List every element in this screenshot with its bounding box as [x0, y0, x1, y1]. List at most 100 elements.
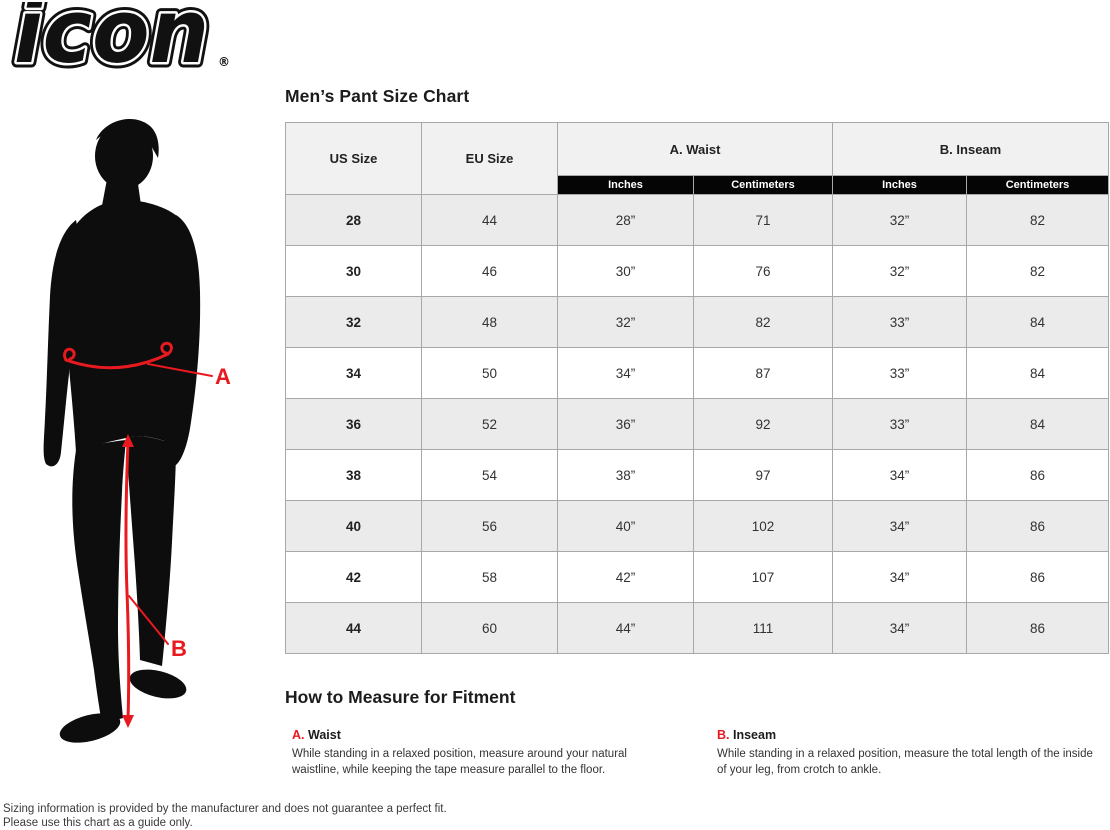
cell-us-size: 44 — [285, 602, 422, 654]
measurement-figure: A B — [28, 112, 233, 772]
cell-eu-size: 48 — [421, 296, 558, 348]
waist-label-a: A — [215, 364, 231, 389]
cell-eu-size: 54 — [421, 449, 558, 501]
table-row: 38 54 38” 97 34” 86 — [285, 449, 1110, 501]
col-header-inseam: B. Inseam — [831, 122, 1110, 176]
cell-waist-cm: 82 — [693, 296, 833, 348]
cell-waist-cm: 102 — [693, 500, 833, 552]
cell-waist-in: 40” — [557, 500, 694, 552]
cell-eu-size: 50 — [421, 347, 558, 399]
cell-inseam-cm: 86 — [965, 551, 1110, 603]
cell-waist-in: 42” — [557, 551, 694, 603]
cell-eu-size: 46 — [421, 245, 558, 297]
cell-waist-cm: 111 — [693, 602, 833, 654]
inseam-label-b: B — [171, 636, 187, 661]
how-to-measure-section: How to Measure for Fitment A. Waist Whil… — [285, 687, 1108, 779]
cell-us-size: 28 — [285, 194, 422, 246]
measure-instruction-waist: A. Waist While standing in a relaxed pos… — [285, 728, 717, 779]
cell-inseam-cm: 82 — [965, 194, 1110, 246]
logo-text-channel: icon — [14, 2, 209, 72]
cell-waist-in: 28” — [557, 194, 694, 246]
cell-inseam-cm: 86 — [965, 500, 1110, 552]
cell-waist-in: 30” — [557, 245, 694, 297]
waist-instructions: While standing in a relaxed position, me… — [292, 748, 627, 776]
cell-inseam-cm: 86 — [965, 449, 1110, 501]
inseam-name: Inseam — [732, 728, 777, 742]
col-header-eu-size: EU Size — [421, 122, 558, 195]
cell-inseam-in: 32” — [832, 245, 967, 297]
cell-waist-cm: 97 — [693, 449, 833, 501]
cell-inseam-in: 34” — [832, 500, 967, 552]
measure-arrowheads — [122, 434, 134, 728]
male-silhouette-diagram: A B — [43, 118, 231, 743]
cell-inseam-cm: 84 — [965, 347, 1110, 399]
cell-inseam-in: 33” — [832, 296, 967, 348]
cell-us-size: 36 — [285, 398, 422, 450]
waist-letter: A. — [292, 728, 305, 742]
cell-eu-size: 52 — [421, 398, 558, 450]
cell-inseam-in: 32” — [832, 194, 967, 246]
cell-us-size: 38 — [285, 449, 422, 501]
table-row: 36 52 36” 92 33” 84 — [285, 398, 1110, 450]
how-to-measure-title: How to Measure for Fitment — [285, 687, 516, 707]
inseam-letter: B. — [717, 728, 730, 742]
table-row: 34 50 34” 87 33” 84 — [285, 347, 1110, 399]
icon-logo-graphic: icon icon icon ® — [9, 0, 231, 89]
cell-us-size: 42 — [285, 551, 422, 603]
table-row: 44 60 44” 111 34” 86 — [285, 602, 1110, 654]
cell-inseam-in: 34” — [832, 449, 967, 501]
cell-inseam-in: 33” — [832, 398, 967, 450]
cell-eu-size: 58 — [421, 551, 558, 603]
subheader-inseam-inches: Inches — [832, 175, 967, 195]
cell-us-size: 40 — [285, 500, 422, 552]
disclaimer-line-1: Sizing information is provided by the ma… — [3, 803, 447, 815]
size-chart-table: US Size EU Size A. Waist B. Inseam Inche… — [285, 122, 1110, 654]
table-row: 30 46 30” 76 32” 82 — [285, 245, 1110, 297]
cell-inseam-cm: 86 — [965, 602, 1110, 654]
cell-us-size: 30 — [285, 245, 422, 297]
cell-waist-in: 32” — [557, 296, 694, 348]
cell-waist-cm: 71 — [693, 194, 833, 246]
disclaimer-line-2: Please use this chart as a guide only. — [3, 817, 193, 830]
cell-waist-cm: 87 — [693, 347, 833, 399]
cell-inseam-cm: 84 — [965, 296, 1110, 348]
sizing-disclaimer: Sizing information is provided by the ma… — [3, 802, 447, 830]
cell-waist-cm: 76 — [693, 245, 833, 297]
col-header-waist: A. Waist — [557, 122, 833, 176]
brand-logo: icon icon icon ® — [6, 0, 241, 89]
table-row: 42 58 42” 107 34” 86 — [285, 551, 1110, 603]
cell-inseam-in: 34” — [832, 551, 967, 603]
table-row: 28 44 28” 71 32” 82 — [285, 194, 1110, 246]
table-row: 32 48 32” 82 33” 84 — [285, 296, 1110, 348]
logo-text-core: icon — [14, 2, 209, 72]
cell-waist-in: 36” — [557, 398, 694, 450]
cell-eu-size: 56 — [421, 500, 558, 552]
cell-waist-in: 34” — [557, 347, 694, 399]
silhouette-body — [43, 118, 201, 743]
size-chart-section: Men’s Pant Size Chart US Size EU Size A.… — [285, 86, 1110, 779]
inseam-instructions: While standing in a relaxed position, me… — [717, 748, 1093, 776]
waist-measure-annotation — [63, 341, 213, 377]
cell-inseam-cm: 82 — [965, 245, 1110, 297]
cell-waist-in: 38” — [557, 449, 694, 501]
page-title: Men’s Pant Size Chart — [285, 86, 470, 106]
cell-inseam-in: 33” — [832, 347, 967, 399]
waist-name: Waist — [307, 728, 341, 742]
measure-instruction-inseam: B. Inseam While standing in a relaxed po… — [717, 728, 1108, 779]
col-header-us-size: US Size — [285, 122, 422, 195]
registered-mark: ® — [218, 55, 230, 69]
inseam-measure-annotation — [124, 440, 169, 722]
cell-inseam-in: 34” — [832, 602, 967, 654]
cell-waist-cm: 107 — [693, 551, 833, 603]
subheader-waist-inches: Inches — [557, 175, 694, 195]
cell-inseam-cm: 84 — [965, 398, 1110, 450]
subheader-waist-centimeters: Centimeters — [693, 175, 833, 195]
cell-eu-size: 44 — [421, 194, 558, 246]
cell-waist-cm: 92 — [693, 398, 833, 450]
cell-us-size: 32 — [285, 296, 422, 348]
table-row: 40 56 40” 102 34” 86 — [285, 500, 1110, 552]
cell-waist-in: 44” — [557, 602, 694, 654]
subheader-inseam-centimeters: Centimeters — [965, 175, 1110, 195]
cell-us-size: 34 — [285, 347, 422, 399]
cell-eu-size: 60 — [421, 602, 558, 654]
